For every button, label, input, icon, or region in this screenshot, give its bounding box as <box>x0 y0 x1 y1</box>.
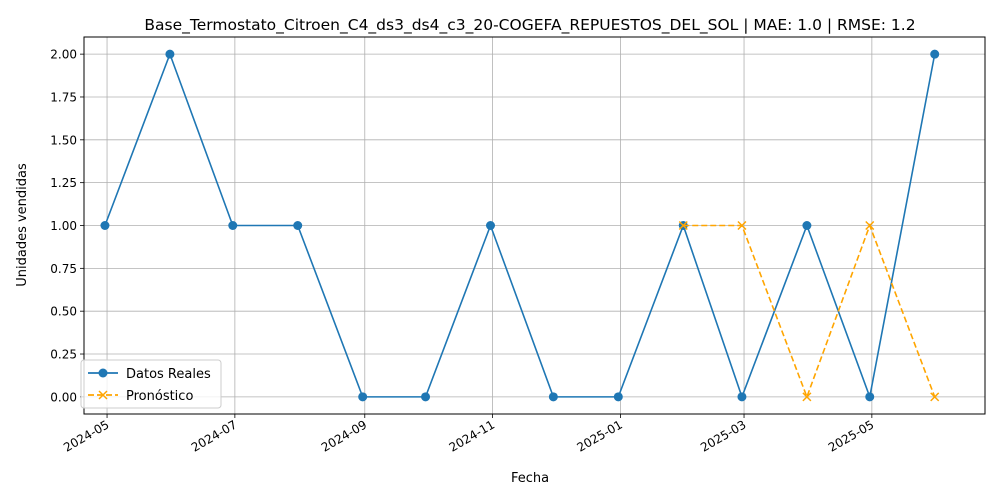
x-axis-ticks: 2024-05 2024-07 2024-09 2024-11 2025-01 2025-… <box>61 414 876 455</box>
data-point-actual <box>930 49 940 59</box>
x-tick-label: 2025-05 <box>826 417 876 454</box>
data-point-actual <box>613 392 623 402</box>
legend-label-forecast: Pronóstico <box>126 389 193 404</box>
x-tick-label: 2024-09 <box>319 417 369 454</box>
x-tick-label: 2024-07 <box>189 417 239 454</box>
legend-marker-forecast <box>98 390 108 400</box>
y-tick-label: 0.50 <box>50 305 77 319</box>
y-tick-label: 0.75 <box>50 262 77 276</box>
data-point-actual <box>421 392 431 402</box>
y-axis-label: Unidades vendidas <box>15 163 30 287</box>
data-point-forecast <box>802 392 812 402</box>
series-line-forecast <box>683 223 936 400</box>
data-point-actual <box>865 392 875 402</box>
x-tick-label: 2024-05 <box>61 417 111 454</box>
legend-label-actual: Datos Reales <box>126 367 211 382</box>
grid <box>84 37 985 414</box>
data-point-actual <box>293 221 303 230</box>
data-point-actual <box>548 392 558 402</box>
y-axis-ticks: 0.00 0.25 0.50 0.75 1.00 1.25 1.50 1.75 2.00 <box>50 48 84 404</box>
data-point-forecast <box>737 220 747 231</box>
data-point-actual <box>100 221 110 230</box>
data-point-actual <box>737 392 747 402</box>
series <box>100 49 940 402</box>
y-tick-label: 0.25 <box>50 348 77 362</box>
y-tick-label: 1.00 <box>50 219 77 233</box>
y-tick-label: 1.50 <box>50 133 77 147</box>
y-tick-label: 2.00 <box>50 48 77 62</box>
legend: Datos Reales Pronóstico <box>80 359 222 409</box>
data-point-actual <box>228 221 238 230</box>
x-tick-label: 2025-01 <box>574 417 624 454</box>
data-point-actual <box>485 221 495 230</box>
data-point-actual <box>802 221 812 230</box>
series-line-actual <box>104 51 936 400</box>
x-tick-label: 2025-03 <box>698 417 748 454</box>
data-point-actual <box>165 49 175 59</box>
y-tick-label: 1.25 <box>50 176 77 190</box>
x-axis-label: Fecha <box>511 471 549 486</box>
legend-box <box>80 359 222 409</box>
data-point-actual <box>358 392 368 402</box>
y-tick-label: 0.00 <box>50 390 77 404</box>
chart-title: Base_Termostato_Citroen_C4_ds3_ds4_c3_20… <box>144 16 915 35</box>
legend-marker-actual <box>98 368 108 378</box>
data-point-forecast <box>678 220 688 231</box>
data-point-forecast <box>865 220 875 231</box>
x-tick-label: 2024-11 <box>447 417 497 454</box>
data-point-forecast <box>930 392 940 402</box>
y-tick-label: 1.75 <box>50 90 77 104</box>
